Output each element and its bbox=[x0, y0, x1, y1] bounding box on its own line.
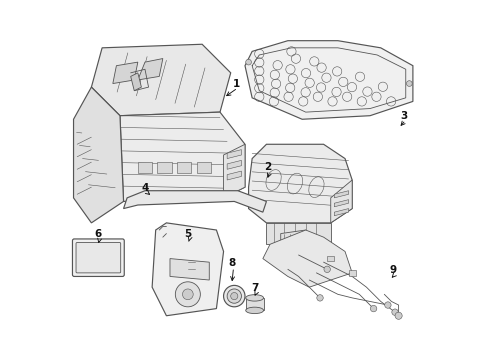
Circle shape bbox=[317, 295, 323, 301]
Bar bbox=[348, 270, 356, 276]
Circle shape bbox=[407, 81, 412, 86]
Text: 7: 7 bbox=[251, 283, 258, 293]
Polygon shape bbox=[245, 298, 264, 310]
Polygon shape bbox=[157, 162, 172, 173]
Polygon shape bbox=[152, 223, 223, 316]
Bar bbox=[327, 256, 334, 261]
Ellipse shape bbox=[245, 295, 264, 301]
Circle shape bbox=[227, 289, 242, 303]
Polygon shape bbox=[223, 144, 245, 198]
Polygon shape bbox=[248, 144, 352, 223]
Polygon shape bbox=[334, 208, 348, 216]
Text: 9: 9 bbox=[390, 265, 397, 275]
Polygon shape bbox=[138, 162, 152, 173]
Text: 5: 5 bbox=[184, 229, 192, 239]
Circle shape bbox=[370, 305, 377, 312]
Polygon shape bbox=[74, 87, 123, 223]
Circle shape bbox=[231, 293, 238, 300]
Polygon shape bbox=[334, 200, 348, 207]
Polygon shape bbox=[227, 150, 242, 158]
Text: 2: 2 bbox=[265, 162, 272, 172]
Polygon shape bbox=[92, 44, 231, 116]
Text: 4: 4 bbox=[141, 183, 148, 193]
Polygon shape bbox=[123, 191, 267, 212]
Circle shape bbox=[175, 282, 200, 307]
Polygon shape bbox=[281, 230, 306, 255]
Polygon shape bbox=[120, 112, 245, 202]
Polygon shape bbox=[177, 162, 192, 173]
Polygon shape bbox=[138, 59, 163, 80]
Polygon shape bbox=[170, 258, 209, 280]
FancyBboxPatch shape bbox=[73, 239, 124, 276]
Circle shape bbox=[385, 302, 391, 308]
FancyBboxPatch shape bbox=[76, 243, 121, 273]
Polygon shape bbox=[263, 230, 352, 287]
Ellipse shape bbox=[245, 307, 264, 314]
Circle shape bbox=[245, 59, 251, 65]
Text: 3: 3 bbox=[400, 111, 408, 121]
Polygon shape bbox=[113, 62, 138, 84]
Text: 1: 1 bbox=[232, 78, 240, 89]
Polygon shape bbox=[227, 171, 242, 180]
Circle shape bbox=[324, 266, 330, 273]
Circle shape bbox=[395, 312, 402, 319]
Polygon shape bbox=[227, 160, 242, 169]
Text: 8: 8 bbox=[228, 258, 235, 268]
Circle shape bbox=[223, 285, 245, 307]
Polygon shape bbox=[245, 41, 413, 119]
Circle shape bbox=[392, 309, 398, 315]
Circle shape bbox=[182, 289, 193, 300]
Polygon shape bbox=[267, 223, 331, 244]
Polygon shape bbox=[197, 162, 211, 173]
Polygon shape bbox=[334, 191, 348, 198]
Text: 6: 6 bbox=[94, 229, 101, 239]
Polygon shape bbox=[131, 73, 142, 91]
Polygon shape bbox=[331, 180, 352, 223]
